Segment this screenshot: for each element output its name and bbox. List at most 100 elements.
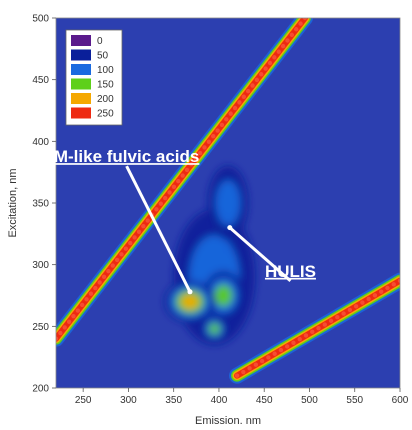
annotation-target-dot (227, 225, 233, 231)
annotation-label: HULIS (265, 262, 316, 281)
scatter-bead (145, 218, 150, 223)
scatter-bead (297, 336, 302, 342)
legend-label: 150 (97, 80, 114, 91)
scatter-bead (206, 139, 212, 144)
scatter-bead (276, 49, 281, 54)
y-tick-label: 200 (32, 384, 49, 395)
scatter-bead (266, 355, 271, 360)
scatter-bead (241, 369, 246, 375)
legend-swatch (71, 64, 91, 75)
scatter-bead (101, 274, 107, 279)
y-tick-label: 500 (32, 14, 49, 25)
scatter-bead (250, 83, 255, 88)
scatter-bead (291, 340, 296, 345)
colorscale-legend: 0 50 100 150 200 250 (65, 29, 123, 126)
scatter-bead (154, 207, 159, 212)
scatter-bead (80, 302, 85, 308)
scatter-bead (162, 195, 168, 201)
scatter-bead (294, 27, 299, 32)
x-axis: 250 300 350 400 450 500 550 600 (75, 388, 409, 406)
legend-label: 100 (97, 65, 114, 76)
legend-label: 250 (97, 109, 114, 120)
scatter-bead (136, 229, 142, 234)
scatter-bead (202, 145, 207, 150)
scatter-bead (167, 190, 172, 195)
x-tick-label: 250 (75, 395, 92, 406)
scatter-band-core (56, 18, 308, 342)
scatter-bead (189, 162, 194, 167)
scatter-bead (322, 322, 327, 327)
scatter-bead (66, 319, 72, 324)
scatter-bead (391, 282, 396, 287)
scatter-bead (366, 296, 371, 302)
scatter-bead (215, 128, 220, 133)
scatter-bead (289, 32, 295, 38)
scatter-bead (180, 173, 185, 178)
scatter-bead (58, 330, 63, 336)
y-tick-label: 250 (32, 322, 49, 333)
scatter-bead (241, 94, 247, 99)
scatter-bead (335, 315, 340, 320)
scatter-bead (197, 150, 203, 156)
scatter-bead (211, 133, 216, 139)
scatter-bead (75, 308, 81, 313)
contour-region (214, 284, 233, 307)
scatter-bead (247, 366, 252, 371)
scatter-bead (378, 289, 384, 294)
legend-swatch (71, 49, 91, 61)
scatter-bead (171, 184, 177, 189)
annotation-pointer (228, 226, 292, 282)
scatter-bead (224, 117, 229, 122)
scatter-bead (84, 297, 89, 302)
contour-region (215, 180, 241, 226)
scatter-bead (119, 252, 124, 257)
scatter-bead (259, 358, 265, 364)
x-tick-label: 500 (301, 395, 318, 406)
scatter-bead (385, 285, 390, 291)
scatter-bead (328, 318, 334, 324)
x-tick-label: 300 (120, 395, 137, 406)
scatter-bead (285, 38, 290, 43)
legend-swatch (71, 78, 91, 90)
scatter-bead (114, 257, 120, 263)
legend-swatch (71, 35, 91, 46)
rayleigh-scatter-layer (56, 18, 400, 384)
annotation-layer: M-like fulvic acids HULIS (54, 147, 316, 295)
scatter-bead (234, 373, 240, 378)
y-axis: 200 250 300 350 400 450 500 (32, 14, 56, 395)
scatter-bead (353, 304, 359, 309)
contour-region (208, 323, 221, 335)
scatter-bead (278, 347, 284, 353)
legend-label: 200 (97, 94, 114, 105)
scatter-bead (123, 246, 129, 251)
x-tick-label: 350 (165, 395, 182, 406)
scatter-bead (132, 235, 137, 240)
annotation-label: M-like fulvic acids (54, 147, 200, 166)
scatter-bead (106, 268, 111, 274)
y-tick-label: 300 (32, 260, 49, 271)
scatter-bead (228, 111, 233, 116)
contour-layer (164, 166, 256, 345)
scatter-bead (341, 311, 346, 316)
x-axis-label: Emission. nm (195, 415, 261, 427)
scatter-bead (267, 60, 273, 66)
y-axis-label: Excitation, nm (7, 168, 19, 237)
scatter-bead (303, 333, 309, 338)
scatter-bead (302, 18, 308, 21)
annotation-pointer (125, 165, 192, 293)
scatter-bead (253, 362, 259, 367)
scatter-bead (93, 285, 98, 291)
y-tick-label: 450 (32, 75, 49, 86)
y-tick-label: 400 (32, 137, 49, 148)
x-tick-label: 550 (346, 395, 363, 406)
scatter-bead (128, 240, 133, 246)
scatter-bead (71, 313, 76, 319)
scatter-bead (263, 66, 268, 71)
scatter-bead (56, 336, 59, 341)
scatter-bead (184, 167, 190, 173)
scatter-bead (254, 77, 260, 83)
scatter-bead (284, 344, 290, 349)
scatter-bead (245, 88, 251, 94)
legend-label: 50 (97, 51, 109, 62)
scatter-bead (272, 351, 277, 356)
